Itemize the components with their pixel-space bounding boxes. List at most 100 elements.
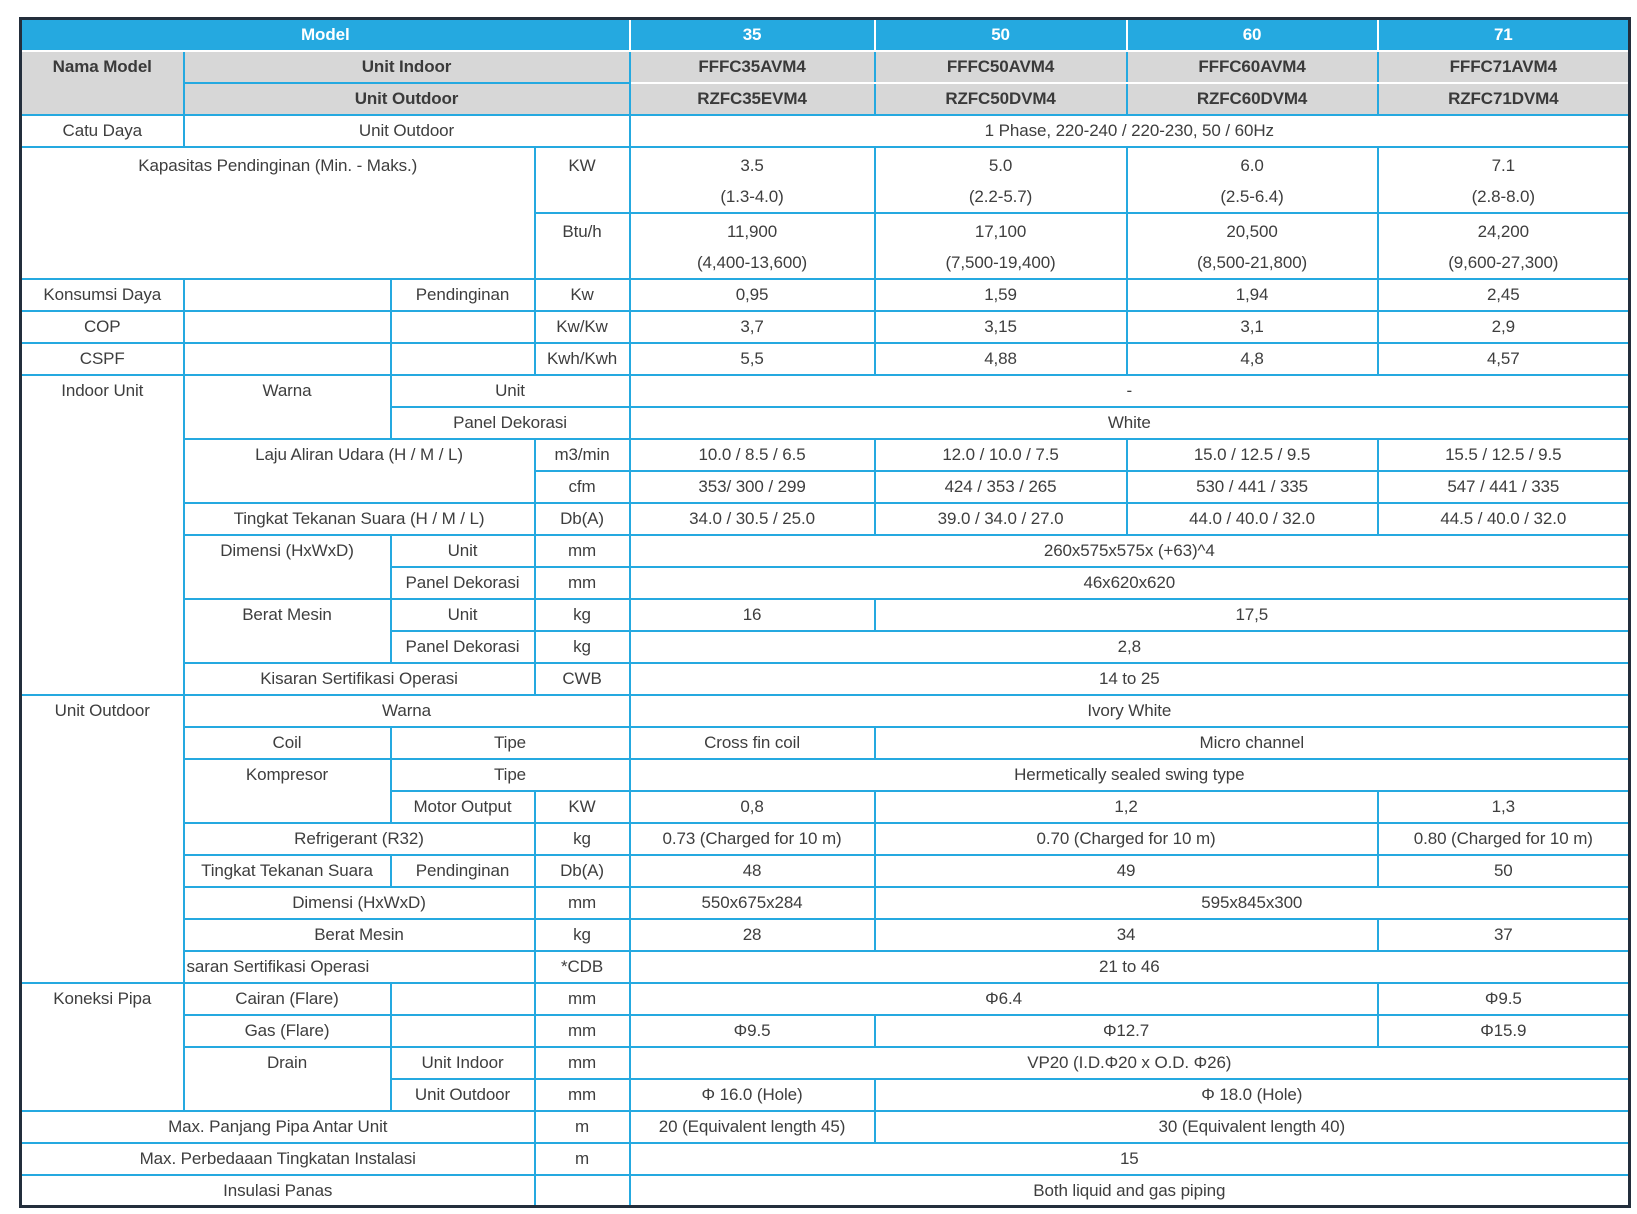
row-label-cell: Berat Mesin (182, 597, 392, 664)
table-row: Koneksi Pipa Cairan (Flare) mm Φ6.4 Φ9.5 (19, 981, 1631, 1112)
row-label-cell: Berat Mesin (182, 917, 536, 952)
row-label-cell: Refrigerant (R32) (182, 821, 536, 856)
spec-value-cell: 2,8 (628, 629, 1631, 664)
table-row: COP Kw/Kw 3,7 3,15 3,1 2,9 (19, 309, 1631, 344)
model-name-cell: FFFC60AVM4 (1125, 49, 1379, 84)
table-row: Btu/h 11,900 (4,400-13,600) 17,100 (7,500-… (21, 211, 1631, 280)
row-label-cell: Konsumsi Daya (19, 277, 185, 312)
table-row: Motor Output KW 0,8 1,2 1,3 (21, 789, 1631, 824)
spec-value-cell: 3.5 (1.3-4.0) (628, 145, 876, 214)
spec-value-cell: 14 to 25 (628, 661, 1631, 696)
model-name-cell: RZFC71DVM4 (1376, 81, 1631, 116)
table-row: Panel Dekorasi White (21, 405, 1631, 440)
table-row: Kompresor Tipe Hermetically sealed swing t… (21, 757, 1631, 824)
spec-value-cell: 34 (873, 917, 1379, 952)
row-label-cell: Unit (389, 597, 536, 632)
model-name-cell: FFFC71AVM4 (1376, 49, 1631, 84)
spec-value-cell: 0,95 (628, 277, 876, 312)
table-row: Panel Dekorasi kg 2,8 (21, 629, 1631, 664)
table-row: Kisaran Sertifikasi Operasi CWB 14 to 25 (21, 661, 1631, 696)
row-label-cell: Cairan (Flare) (182, 981, 392, 1016)
spec-value-cell: 17,100 (7,500-19,400) (873, 211, 1128, 280)
row-label-cell: Warna (182, 693, 631, 728)
row-label-cell (389, 309, 536, 344)
row-label-cell: CSPF (19, 341, 185, 376)
spec-value-cell: 37 (1376, 917, 1631, 952)
model-name-cell: FFFC50AVM4 (873, 49, 1128, 84)
model-name-cell: Unit Indoor (182, 49, 631, 84)
unit-cell: mm (533, 1077, 631, 1112)
unit-cell: mm (533, 981, 631, 1016)
row-label-cell: Catu Daya (19, 113, 185, 148)
spec-value-cell: 15.0 / 12.5 / 9.5 (1125, 437, 1379, 472)
spec-value-cell: 5,5 (628, 341, 876, 376)
spec-value-cell: 49 (873, 853, 1379, 888)
spec-value-cell: - (628, 373, 1631, 408)
unit-cell (533, 1173, 631, 1208)
spec-value-cell: Both liquid and gas piping (628, 1173, 1631, 1208)
spec-value-cell: 1,94 (1125, 277, 1379, 312)
row-label-cell: Laju Aliran Udara (H / M / L) (182, 437, 536, 504)
unit-cell: Kw (533, 277, 631, 312)
row-label-cell: Unit (389, 533, 536, 568)
row-label-cell: Unit (389, 373, 631, 408)
spec-value-cell: 16 (628, 597, 876, 632)
spec-value-cell: 0.70 (Charged for 10 m) (873, 821, 1379, 856)
spec-value-cell: 15 (628, 1141, 1631, 1176)
unit-cell: *CDB (533, 949, 631, 984)
table-row: Berat Mesin kg 28 34 37 (21, 917, 1631, 952)
spec-value-cell: 424 / 353 / 265 (873, 469, 1128, 504)
table-row: Dimensi (HxWxD) Unit mm 260x575x575x (+63)^… (21, 533, 1631, 600)
table-row: saran Sertifikasi Operasi *CDB 21 to 46 (21, 949, 1631, 984)
row-label-cell: Tipe (389, 757, 631, 792)
row-label-cell (182, 341, 392, 376)
spec-value-cell: 0.73 (Charged for 10 m) (628, 821, 876, 856)
row-label-cell: Panel Dekorasi (389, 405, 631, 440)
row-label-cell: Tingkat Tekanan Suara (182, 853, 392, 888)
unit-cell: kg (533, 821, 631, 856)
unit-cell: Kwh/Kwh (533, 341, 631, 376)
table-row: Panel Dekorasi mm 46x620x620 (21, 565, 1631, 600)
spec-value-cell: Φ9.5 (1376, 981, 1631, 1016)
table-row: Gas (Flare) mm Φ9.5 Φ12.7 Φ15.9 (21, 1013, 1631, 1048)
spec-value-cell: 1,59 (873, 277, 1128, 312)
row-label-cell: Motor Output (389, 789, 536, 824)
row-label-cell: Kompresor (182, 757, 392, 824)
row-label-cell: Panel Dekorasi (389, 565, 536, 600)
spec-value-cell: 595x845x300 (873, 885, 1631, 920)
spec-value-cell: 15.5 / 12.5 / 9.5 (1376, 437, 1631, 472)
unit-cell: kg (533, 917, 631, 952)
table-row: Catu Daya Unit Outdoor 1 Phase, 220-240 / … (19, 113, 1631, 148)
spec-value-cell: 10.0 / 8.5 / 6.5 (628, 437, 876, 472)
unit-cell: Db(A) (533, 853, 631, 888)
unit-cell: Db(A) (533, 501, 631, 536)
spec-value-cell: 34.0 / 30.5 / 25.0 (628, 501, 876, 536)
unit-cell: KW (533, 789, 631, 824)
unit-cell: Kw/Kw (533, 309, 631, 344)
row-label-cell: COP (19, 309, 185, 344)
spec-value-cell: 44.5 / 40.0 / 32.0 (1376, 501, 1631, 536)
spec-value-cell: Φ 18.0 (Hole) (873, 1077, 1631, 1112)
spec-value-cell: Ivory White (628, 693, 1631, 728)
spec-value-cell: White (628, 405, 1631, 440)
unit-cell: mm (533, 1013, 631, 1048)
spec-value-cell: 28 (628, 917, 876, 952)
row-label-cell: Unit Outdoor (389, 1077, 536, 1112)
row-label-cell (182, 277, 392, 312)
row-label-cell: Pendinginan (389, 277, 536, 312)
column-header-cell: 35 (628, 17, 876, 52)
unit-cell: mm (533, 565, 631, 600)
table-row: Refrigerant (R32) kg 0.73 (Charged for 10 … (21, 821, 1631, 856)
spec-value-cell: Hermetically sealed swing type (628, 757, 1631, 792)
spec-value-cell: 39.0 / 34.0 / 27.0 (873, 501, 1128, 536)
row-label-cell: Insulasi Panas (19, 1173, 536, 1208)
unit-cell: kg (533, 629, 631, 664)
table-row: Tingkat Tekanan Suara (H / M / L) Db(A) 34… (21, 501, 1631, 536)
table-row: Unit Outdoor Warna Ivory White (19, 693, 1631, 984)
row-label-cell: Unit Outdoor (19, 693, 185, 984)
spec-value-cell: 12.0 / 10.0 / 7.5 (873, 437, 1128, 472)
unit-cell: mm (533, 885, 631, 920)
row-label-cell (389, 1013, 536, 1048)
table-row: Nama Model Unit Indoor FFFC35AVM4 FFFC50AVM… (19, 49, 1631, 116)
